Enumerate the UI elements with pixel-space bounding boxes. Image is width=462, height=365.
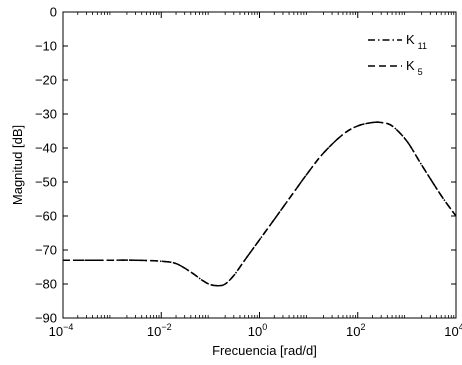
legend: K 11K 5 xyxy=(368,32,427,77)
x-tick-label: 102 xyxy=(346,322,365,339)
y-tick-label: −80 xyxy=(35,277,57,292)
x-tick-label: 100 xyxy=(248,322,267,339)
y-tick-label: −50 xyxy=(35,175,57,190)
y-tick-label: −90 xyxy=(35,311,57,326)
x-tick-label: 104 xyxy=(444,322,462,339)
legend-label-k11: K 11 xyxy=(406,32,427,51)
y-tick-label: −20 xyxy=(35,73,57,88)
x-tick-label: 10−4 xyxy=(49,322,74,339)
y-tick-label: −70 xyxy=(35,243,57,258)
x-axis-label: Frecuencia [rad/d] xyxy=(212,343,317,358)
series-line-k5 xyxy=(63,121,456,287)
x-tick-label: 10−2 xyxy=(147,322,172,339)
y-tick-label: −60 xyxy=(35,209,57,224)
y-tick-label: −30 xyxy=(35,107,57,122)
y-tick-label: −40 xyxy=(35,141,57,156)
y-tick-label: −10 xyxy=(35,39,57,54)
ticks-layer xyxy=(62,11,457,319)
series-layer xyxy=(63,121,456,287)
y-axis-label: Magnitud [dB] xyxy=(10,125,25,205)
y-tick-label: 0 xyxy=(50,5,57,20)
